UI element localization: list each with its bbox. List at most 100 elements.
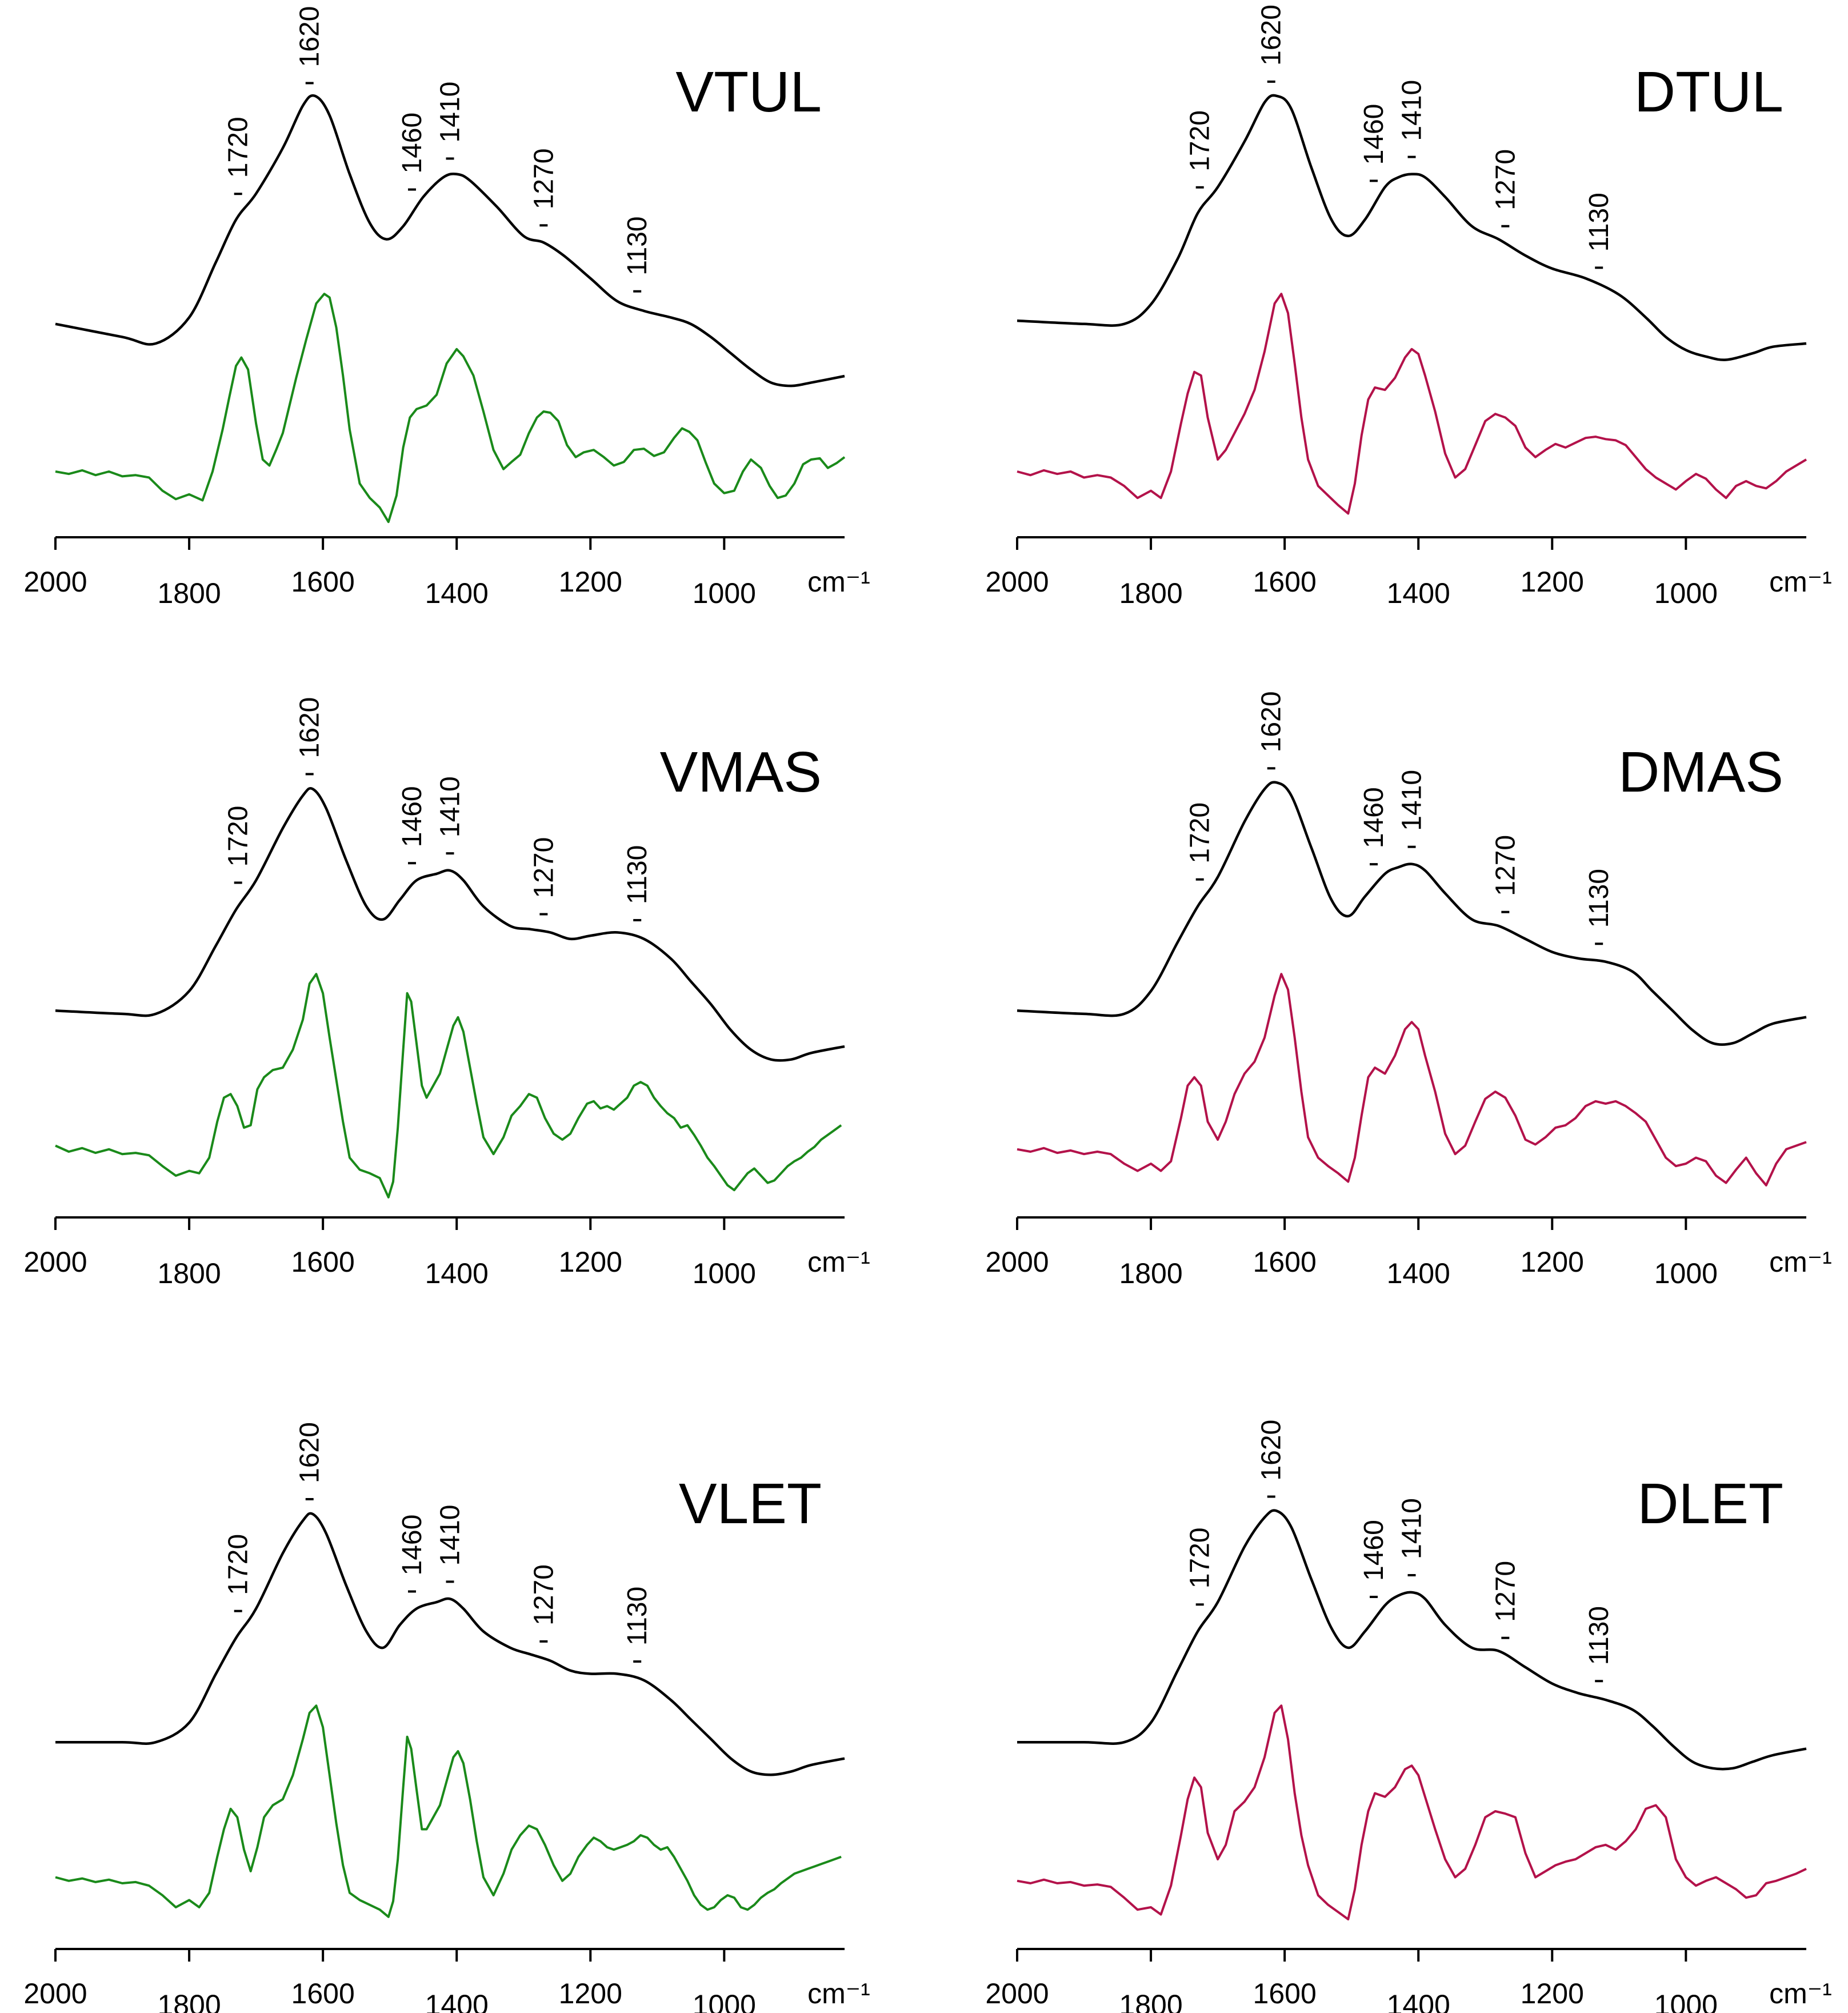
peak-value-1460: 1460	[397, 786, 427, 847]
peak-label-1410: 1410	[435, 1505, 466, 1583]
peak-value-1130: 1130	[622, 1587, 653, 1645]
peak-value-1270: 1270	[529, 149, 559, 210]
peak-label-1460: 1460	[397, 786, 427, 865]
peak-label-1130: 1130	[622, 217, 653, 293]
x-tick-label-1000: 1000	[693, 1257, 756, 1289]
peak-label-1410: 1410	[1397, 1498, 1427, 1576]
panel-title: DLET	[1637, 1472, 1783, 1536]
peak-value-1720: 1720	[1185, 1528, 1215, 1589]
x-tick-label-1600: 1600	[1253, 1978, 1317, 2010]
peak-value-1620: 1620	[295, 6, 325, 67]
peak-value-1460: 1460	[1359, 104, 1389, 165]
chart-panel-dlet: 2000 1600 1200 1800 1400 1000 cm⁻¹ DLET 1720 1620…	[985, 1420, 1831, 2013]
peak-value-1620: 1620	[1257, 1420, 1287, 1481]
x-unit-label: cm⁻¹	[807, 1246, 870, 1278]
peak-value-1270: 1270	[1490, 149, 1521, 210]
panel-title: VTUL	[675, 60, 822, 124]
peak-label-1460: 1460	[1359, 104, 1389, 182]
peak-value-1410: 1410	[435, 1505, 466, 1566]
peak-value-1130: 1130	[1584, 869, 1614, 928]
x-tick-label-1800: 1800	[157, 1257, 221, 1289]
peak-label-1270: 1270	[1490, 835, 1521, 913]
peak-value-1130: 1130	[622, 845, 653, 904]
peak-value-1130: 1130	[1584, 1606, 1614, 1665]
peak-value-1720: 1720	[223, 1534, 254, 1595]
x-tick-label-1400: 1400	[1387, 577, 1450, 609]
peak-value-1460: 1460	[1359, 787, 1389, 848]
chart-panel-vmas: 2000 1600 1200 1800 1400 1000 cm⁻¹ VMAS 1720 1620…	[23, 697, 870, 1289]
x-tick-label-1800: 1800	[1119, 1989, 1182, 2013]
panel-title: DMAS	[1618, 740, 1783, 804]
derivative-line	[55, 973, 842, 1199]
x-unit-label: cm⁻¹	[1769, 1978, 1832, 2010]
x-tick-label-1000: 1000	[693, 1989, 756, 2013]
peak-value-1460: 1460	[397, 113, 427, 174]
x-unit-label: cm⁻¹	[1769, 566, 1832, 598]
x-tick-label-1000: 1000	[1654, 577, 1718, 609]
peak-value-1270: 1270	[1490, 1561, 1521, 1622]
peak-value-1270: 1270	[1490, 835, 1521, 896]
x-tick-label-2000: 2000	[985, 566, 1049, 598]
x-tick-label-1600: 1600	[1253, 1246, 1317, 1278]
x-tick-label-1200: 1200	[1521, 1978, 1584, 2010]
spectrum-line	[55, 1512, 845, 1776]
peak-value-1130: 1130	[622, 217, 653, 275]
x-tick-label-1800: 1800	[1119, 1257, 1182, 1289]
x-tick-label-1400: 1400	[1387, 1257, 1450, 1289]
x-tick-label-2000: 2000	[23, 1246, 87, 1278]
x-tick-label-1200: 1200	[559, 1978, 622, 2010]
peak-label-1460: 1460	[1359, 787, 1389, 866]
peak-value-1410: 1410	[1397, 1498, 1427, 1559]
peak-label-1620: 1620	[295, 6, 325, 85]
x-tick-label-2000: 2000	[23, 566, 87, 598]
x-tick-label-1400: 1400	[425, 577, 489, 609]
peak-value-1410: 1410	[435, 776, 466, 837]
peak-label-1410: 1410	[1397, 770, 1427, 848]
peak-value-1720: 1720	[1185, 802, 1215, 864]
panel-title: DTUL	[1634, 60, 1783, 124]
peak-label-1130: 1130	[622, 845, 653, 921]
peak-value-1460: 1460	[397, 1515, 427, 1576]
x-tick-label-1400: 1400	[425, 1257, 489, 1289]
peak-label-1270: 1270	[529, 1564, 559, 1643]
derivative-line	[1017, 1704, 1807, 1920]
x-tick-label-1400: 1400	[425, 1989, 489, 2013]
derivative-line	[1017, 973, 1807, 1187]
x-tick-label-1600: 1600	[291, 566, 355, 598]
peak-label-1720: 1720	[223, 1534, 254, 1612]
panel-title: VMAS	[660, 740, 822, 804]
peak-label-1720: 1720	[223, 806, 254, 884]
spectrum-line	[1017, 1509, 1807, 1771]
chart-panel-vtul: 2000 1600 1200 1800 1400 1000 cm⁻¹ VTUL 1720 1620…	[23, 6, 870, 609]
peak-label-1720: 1720	[223, 117, 254, 195]
panel-title: VLET	[679, 1472, 822, 1536]
x-tick-label-2000: 2000	[985, 1978, 1049, 2010]
peak-label-1270: 1270	[529, 149, 559, 227]
x-unit-label: cm⁻¹	[807, 1978, 870, 2010]
spectrum-line	[1017, 94, 1807, 361]
x-tick-label-2000: 2000	[985, 1246, 1049, 1278]
peak-label-1620: 1620	[295, 1422, 325, 1500]
x-tick-label-1600: 1600	[291, 1978, 355, 2010]
peak-value-1620: 1620	[295, 697, 325, 758]
peak-label-1620: 1620	[1257, 691, 1287, 770]
spectrum-line	[55, 94, 845, 388]
peak-label-1460: 1460	[397, 1515, 427, 1593]
peak-value-1410: 1410	[1397, 80, 1427, 141]
peak-label-1460: 1460	[1359, 1520, 1389, 1598]
peak-label-1130: 1130	[1584, 869, 1614, 945]
x-tick-label-1200: 1200	[559, 566, 622, 598]
peak-value-1720: 1720	[223, 806, 254, 867]
peak-label-1620: 1620	[1257, 1420, 1287, 1498]
peak-value-1130: 1130	[1584, 193, 1614, 251]
peak-label-1130: 1130	[622, 1587, 653, 1663]
x-tick-label-1800: 1800	[157, 1989, 221, 2013]
x-tick-label-2000: 2000	[23, 1978, 87, 2010]
peak-value-1620: 1620	[295, 1422, 325, 1483]
peak-value-1410: 1410	[435, 82, 466, 143]
peak-label-1270: 1270	[529, 837, 559, 916]
x-unit-label: cm⁻¹	[807, 566, 870, 598]
peak-label-1270: 1270	[1490, 1561, 1521, 1639]
peak-value-1270: 1270	[529, 837, 559, 898]
